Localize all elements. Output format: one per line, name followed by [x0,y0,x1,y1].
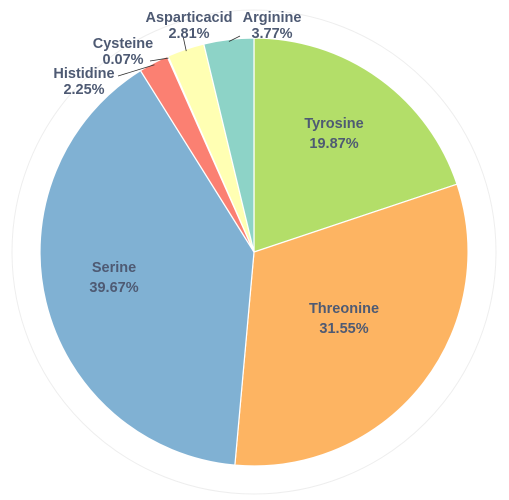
slice-value-serine: 39.67% [89,280,138,296]
slice-name-asparticacid: Asparticacid [145,10,232,26]
slice-name-serine: Serine [92,260,136,276]
leader-line-asparticacid [182,35,187,52]
leader-line-cysteine [149,57,169,62]
background-guides [11,9,497,495]
slice-name-cysteine: Cysteine [93,36,153,52]
slice-name-threonine: Threonine [309,301,379,317]
outer-guide-circle [11,9,497,495]
pie-slice-arginine [203,37,255,253]
slice-value-tyrosine: 19.87% [309,136,358,152]
slice-value-asparticacid: 2.81% [168,26,209,42]
slice-name-histidine: Histidine [53,66,114,82]
pie-slice-threonine [234,183,469,467]
pie-slices [39,37,469,467]
slice-labels: Tyrosine 19.87% Threonine 31.55% Serine 39.67… [53,10,379,337]
slice-value-cysteine: 0.07% [102,52,143,68]
pie-slice-serine [39,69,255,466]
slice-value-histidine: 2.25% [63,82,104,98]
slice-value-threonine: 31.55% [319,321,368,337]
slice-value-arginine: 3.77% [251,26,292,42]
pie-slice-tyrosine [253,37,458,253]
leader-line-histidine [117,64,155,77]
leader-line-arginine [228,35,241,42]
slice-name-tyrosine: Tyrosine [304,116,363,132]
slice-name-arginine: Arginine [243,10,302,26]
leader-lines [117,35,241,77]
